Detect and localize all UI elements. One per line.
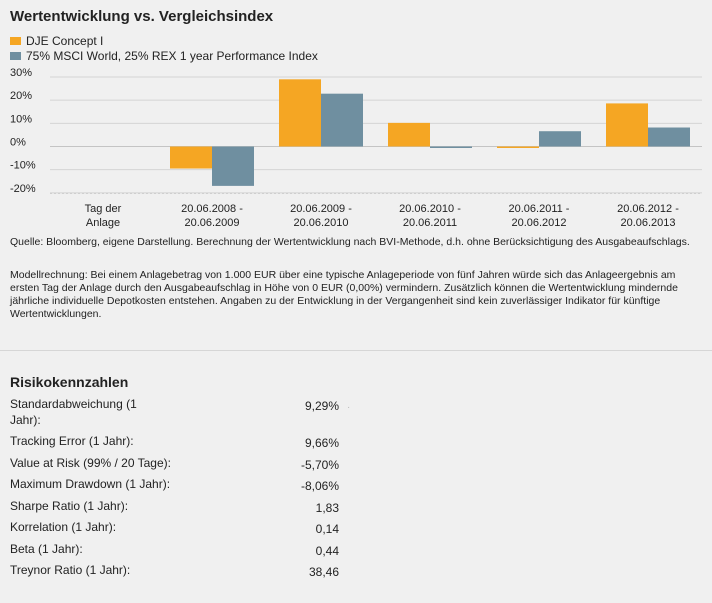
y-tick-label: -10% — [10, 160, 36, 172]
x-tick-label: 20.06.2012 - — [617, 203, 679, 215]
x-tick-label: 20.06.2012 — [511, 217, 566, 229]
bar-fund — [388, 122, 430, 147]
risk-row: Value at Risk (99% / 20 Tage): -5,70% — [10, 455, 350, 476]
risk-label: Sharpe Ratio (1 Jahr): — [10, 499, 129, 513]
risk-value: 0,44 — [315, 544, 339, 558]
bar-index — [539, 131, 581, 147]
x-tick-label: Tag der — [85, 203, 122, 215]
x-tick-label: 20.06.2010 - — [399, 203, 461, 215]
legend-swatch-index — [10, 52, 21, 60]
bar-index — [430, 146, 472, 148]
risk-value: 9,66% — [304, 436, 339, 450]
bar-index — [648, 127, 690, 147]
model-calculation-note: Modellrechnung: Bei einem Anlagebetrag v… — [10, 269, 678, 320]
risk-row: Sharpe Ratio (1 Jahr): 1,83 — [10, 498, 350, 519]
legend-entry-index: 75% MSCI World, 25% REX 1 year Performan… — [10, 49, 318, 63]
risk-row: Treynor Ratio (1 Jahr): 38,46 — [10, 562, 350, 584]
y-tick-label: -20% — [10, 183, 36, 195]
risk-label: Value at Risk (99% / 20 Tage): — [10, 456, 171, 470]
bar-index — [212, 146, 254, 186]
x-tick-label: 20.06.2010 — [293, 217, 348, 229]
x-tick-label: Anlage — [86, 217, 120, 229]
risk-value-marker: . — [347, 400, 350, 411]
risk-value: -8,06% — [300, 479, 339, 493]
risk-label: Treynor Ratio (1 Jahr): — [10, 563, 131, 577]
bar-fund — [279, 79, 321, 147]
risk-value: -5,70% — [300, 458, 339, 472]
risk-label: Korrelation (1 Jahr): — [10, 520, 117, 534]
y-tick-label: 20% — [10, 90, 32, 102]
performance-bar-chart: 30% 20% 10% 0% -10% -20% Tag der Anlage 20.06.20… — [10, 67, 702, 229]
risk-row: Standardabweichung (1 Jahr): 9,29% . — [10, 396, 350, 433]
risk-label: Maximum Drawdown (1 Jahr): — [10, 477, 171, 491]
bar-index — [321, 93, 363, 147]
y-tick-label: 30% — [10, 67, 32, 79]
risk-value: 38,46 — [308, 565, 339, 579]
risk-label: Standardabweichung (1 Jahr): — [10, 397, 137, 427]
bar-fund — [606, 103, 648, 147]
legend-swatch-fund — [10, 37, 21, 45]
risk-table: Standardabweichung (1 Jahr): 9,29% . Tra… — [10, 396, 350, 584]
risk-label: Tracking Error (1 Jahr): — [10, 434, 134, 448]
risk-value: 9,29% — [304, 399, 339, 413]
x-tick-label: 20.06.2009 — [184, 217, 239, 229]
risk-value: 0,14 — [315, 522, 339, 536]
x-tick-label: 20.06.2008 - — [181, 203, 243, 215]
risk-row: Korrelation (1 Jahr): 0,14 — [10, 519, 350, 541]
risk-label: Beta (1 Jahr): — [10, 542, 83, 556]
legend-entry-fund: DJE Concept I — [10, 34, 103, 48]
chart-title: Wertentwicklung vs. Vergleichsindex — [10, 8, 274, 25]
source-note: Quelle: Bloomberg, eigene Darstellung. B… — [10, 236, 690, 248]
section-divider — [0, 350, 712, 351]
risk-value: 1,83 — [315, 501, 339, 515]
risk-section-title: Risikokennzahlen — [10, 374, 129, 390]
x-tick-label: 20.06.2011 - — [509, 203, 570, 215]
y-tick-label: 0% — [10, 137, 26, 149]
bar-fund — [497, 146, 539, 148]
y-tick-label: 10% — [10, 113, 32, 125]
risk-row: Beta (1 Jahr): 0,44 — [10, 541, 350, 562]
x-tick-label: 20.06.2013 — [620, 217, 675, 229]
legend-label-fund: DJE Concept I — [26, 34, 104, 48]
risk-row: Tracking Error (1 Jahr): 9,66% — [10, 433, 350, 455]
legend-label-index: 75% MSCI World, 25% REX 1 year Performan… — [26, 49, 318, 63]
risk-row: Maximum Drawdown (1 Jahr): -8,06% — [10, 476, 350, 498]
x-tick-label: 20.06.2009 - — [290, 203, 352, 215]
x-tick-label: 20.06.2011 — [403, 217, 457, 229]
bar-fund — [170, 146, 212, 169]
